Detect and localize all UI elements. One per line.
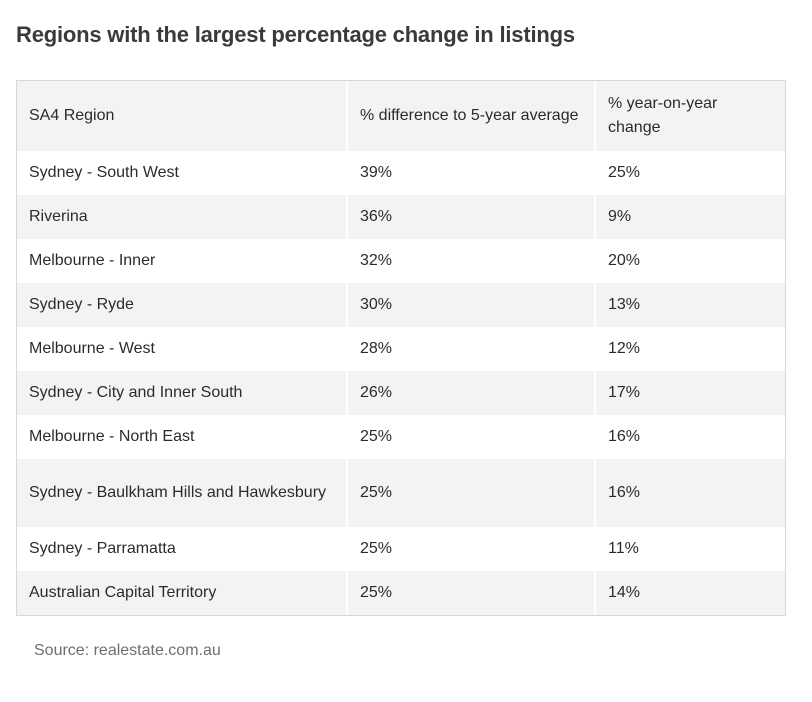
yoy-change-cell: 11% bbox=[594, 527, 785, 571]
table-row: Melbourne - Inner 32% 20% bbox=[17, 239, 785, 283]
yoy-change-cell: 16% bbox=[594, 415, 785, 459]
region-cell: Melbourne - North East bbox=[17, 415, 347, 459]
table-row: Melbourne - West 28% 12% bbox=[17, 327, 785, 371]
region-cell: Riverina bbox=[17, 195, 347, 239]
yoy-change-cell: 14% bbox=[594, 571, 785, 615]
five-year-diff-cell: 32% bbox=[346, 239, 595, 283]
page-title: Regions with the largest percentage chan… bbox=[16, 22, 575, 47]
five-year-diff-cell: 28% bbox=[346, 327, 595, 371]
region-cell: Melbourne - Inner bbox=[17, 239, 347, 283]
table-row: Melbourne - North East 25% 16% bbox=[17, 415, 785, 459]
table-row: Sydney - Baulkham Hills and Hawkesbury 2… bbox=[17, 459, 785, 527]
region-cell: Sydney - City and Inner South bbox=[17, 371, 347, 415]
table-row: Riverina 36% 9% bbox=[17, 195, 785, 239]
source-note: Source: realestate.com.au bbox=[34, 642, 221, 659]
five-year-diff-cell: 25% bbox=[346, 571, 595, 615]
region-cell: Sydney - Parramatta bbox=[17, 527, 347, 571]
table-row: Sydney - Parramatta 25% 11% bbox=[17, 527, 785, 571]
five-year-diff-cell: 25% bbox=[346, 459, 595, 527]
region-cell: Sydney - Ryde bbox=[17, 283, 347, 327]
table-row: Sydney - Ryde 30% 13% bbox=[17, 283, 785, 327]
table-row: Australian Capital Territory 25% 14% bbox=[17, 571, 785, 615]
five-year-diff-cell: 26% bbox=[346, 371, 595, 415]
five-year-diff-cell: 30% bbox=[346, 283, 595, 327]
column-header-five-year-diff: % difference to 5-year average bbox=[346, 81, 595, 151]
five-year-diff-cell: 25% bbox=[346, 527, 595, 571]
yoy-change-cell: 17% bbox=[594, 371, 785, 415]
yoy-change-cell: 12% bbox=[594, 327, 785, 371]
region-cell: Sydney - South West bbox=[17, 151, 347, 195]
yoy-change-cell: 16% bbox=[594, 459, 785, 527]
region-cell: Sydney - Baulkham Hills and Hawkesbury bbox=[17, 459, 347, 527]
listings-table: SA4 Region % difference to 5-year averag… bbox=[16, 80, 786, 616]
region-cell: Australian Capital Territory bbox=[17, 571, 347, 615]
region-cell: Melbourne - West bbox=[17, 327, 347, 371]
five-year-diff-cell: 25% bbox=[346, 415, 595, 459]
column-header-region: SA4 Region bbox=[17, 81, 347, 151]
yoy-change-cell: 13% bbox=[594, 283, 785, 327]
yoy-change-cell: 25% bbox=[594, 151, 785, 195]
yoy-change-cell: 9% bbox=[594, 195, 785, 239]
table-row: Sydney - City and Inner South 26% 17% bbox=[17, 371, 785, 415]
column-header-yoy-change: % year-on-year change bbox=[594, 81, 785, 151]
five-year-diff-cell: 39% bbox=[346, 151, 595, 195]
five-year-diff-cell: 36% bbox=[346, 195, 595, 239]
table-row: Sydney - South West 39% 25% bbox=[17, 151, 785, 195]
table-header-row: SA4 Region % difference to 5-year averag… bbox=[17, 81, 785, 151]
yoy-change-cell: 20% bbox=[594, 239, 785, 283]
